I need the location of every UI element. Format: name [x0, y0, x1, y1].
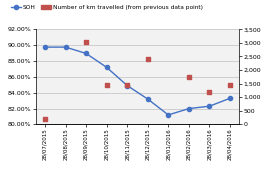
SOH: [105, 66, 108, 68]
SOH: [228, 97, 232, 99]
SOH: [167, 114, 170, 116]
SOH: [126, 85, 129, 87]
Number of km travelled (from previous data point): [84, 40, 88, 43]
Line: SOH: SOH: [43, 45, 232, 117]
Legend: SOH, Number of km travelled (from previous data point): SOH, Number of km travelled (from previo…: [9, 3, 205, 13]
SOH: [43, 46, 47, 48]
SOH: [146, 98, 149, 100]
Number of km travelled (from previous data point): [43, 117, 47, 120]
Number of km travelled (from previous data point): [104, 84, 109, 87]
SOH: [84, 52, 88, 55]
SOH: [187, 107, 191, 110]
SOH: [208, 105, 211, 107]
Number of km travelled (from previous data point): [187, 75, 191, 78]
SOH: [64, 46, 67, 48]
Number of km travelled (from previous data point): [145, 58, 150, 61]
Number of km travelled (from previous data point): [125, 84, 130, 87]
Number of km travelled (from previous data point): [228, 84, 232, 87]
Number of km travelled (from previous data point): [207, 90, 212, 93]
